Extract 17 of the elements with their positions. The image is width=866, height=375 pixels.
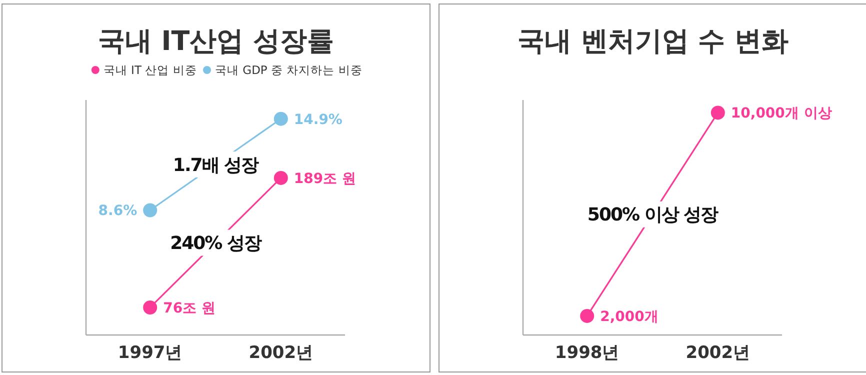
chart-title: 국내 IT산업 성장률 bbox=[98, 26, 334, 57]
x-tick-label: 2002년 bbox=[686, 343, 750, 363]
data-label: 8.6% bbox=[98, 203, 138, 220]
data-label: 189조 원 bbox=[294, 170, 356, 187]
legend-label: 국내 GDP 중 차지하는 비중 bbox=[215, 63, 362, 78]
legend-label: 국내 IT 산업 비중 bbox=[103, 63, 197, 78]
annotation: 500% 이상 성장 bbox=[587, 204, 719, 226]
data-label: 2,000개 bbox=[600, 308, 658, 325]
x-tick-label: 1997년 bbox=[118, 343, 182, 363]
annotation: 240% 성장 bbox=[170, 233, 262, 254]
x-tick-label: 1998년 bbox=[554, 343, 620, 363]
x-tick-label: 2002년 bbox=[248, 343, 314, 363]
chart-title: 국내 벤처기업 수 변화 bbox=[517, 26, 789, 57]
data-label: 76조 원 bbox=[163, 300, 216, 316]
annotation: 1.7배 성장 bbox=[172, 154, 260, 176]
data-label: 14.9% bbox=[294, 112, 342, 128]
data-label: 10,000개 이상 bbox=[730, 106, 832, 122]
